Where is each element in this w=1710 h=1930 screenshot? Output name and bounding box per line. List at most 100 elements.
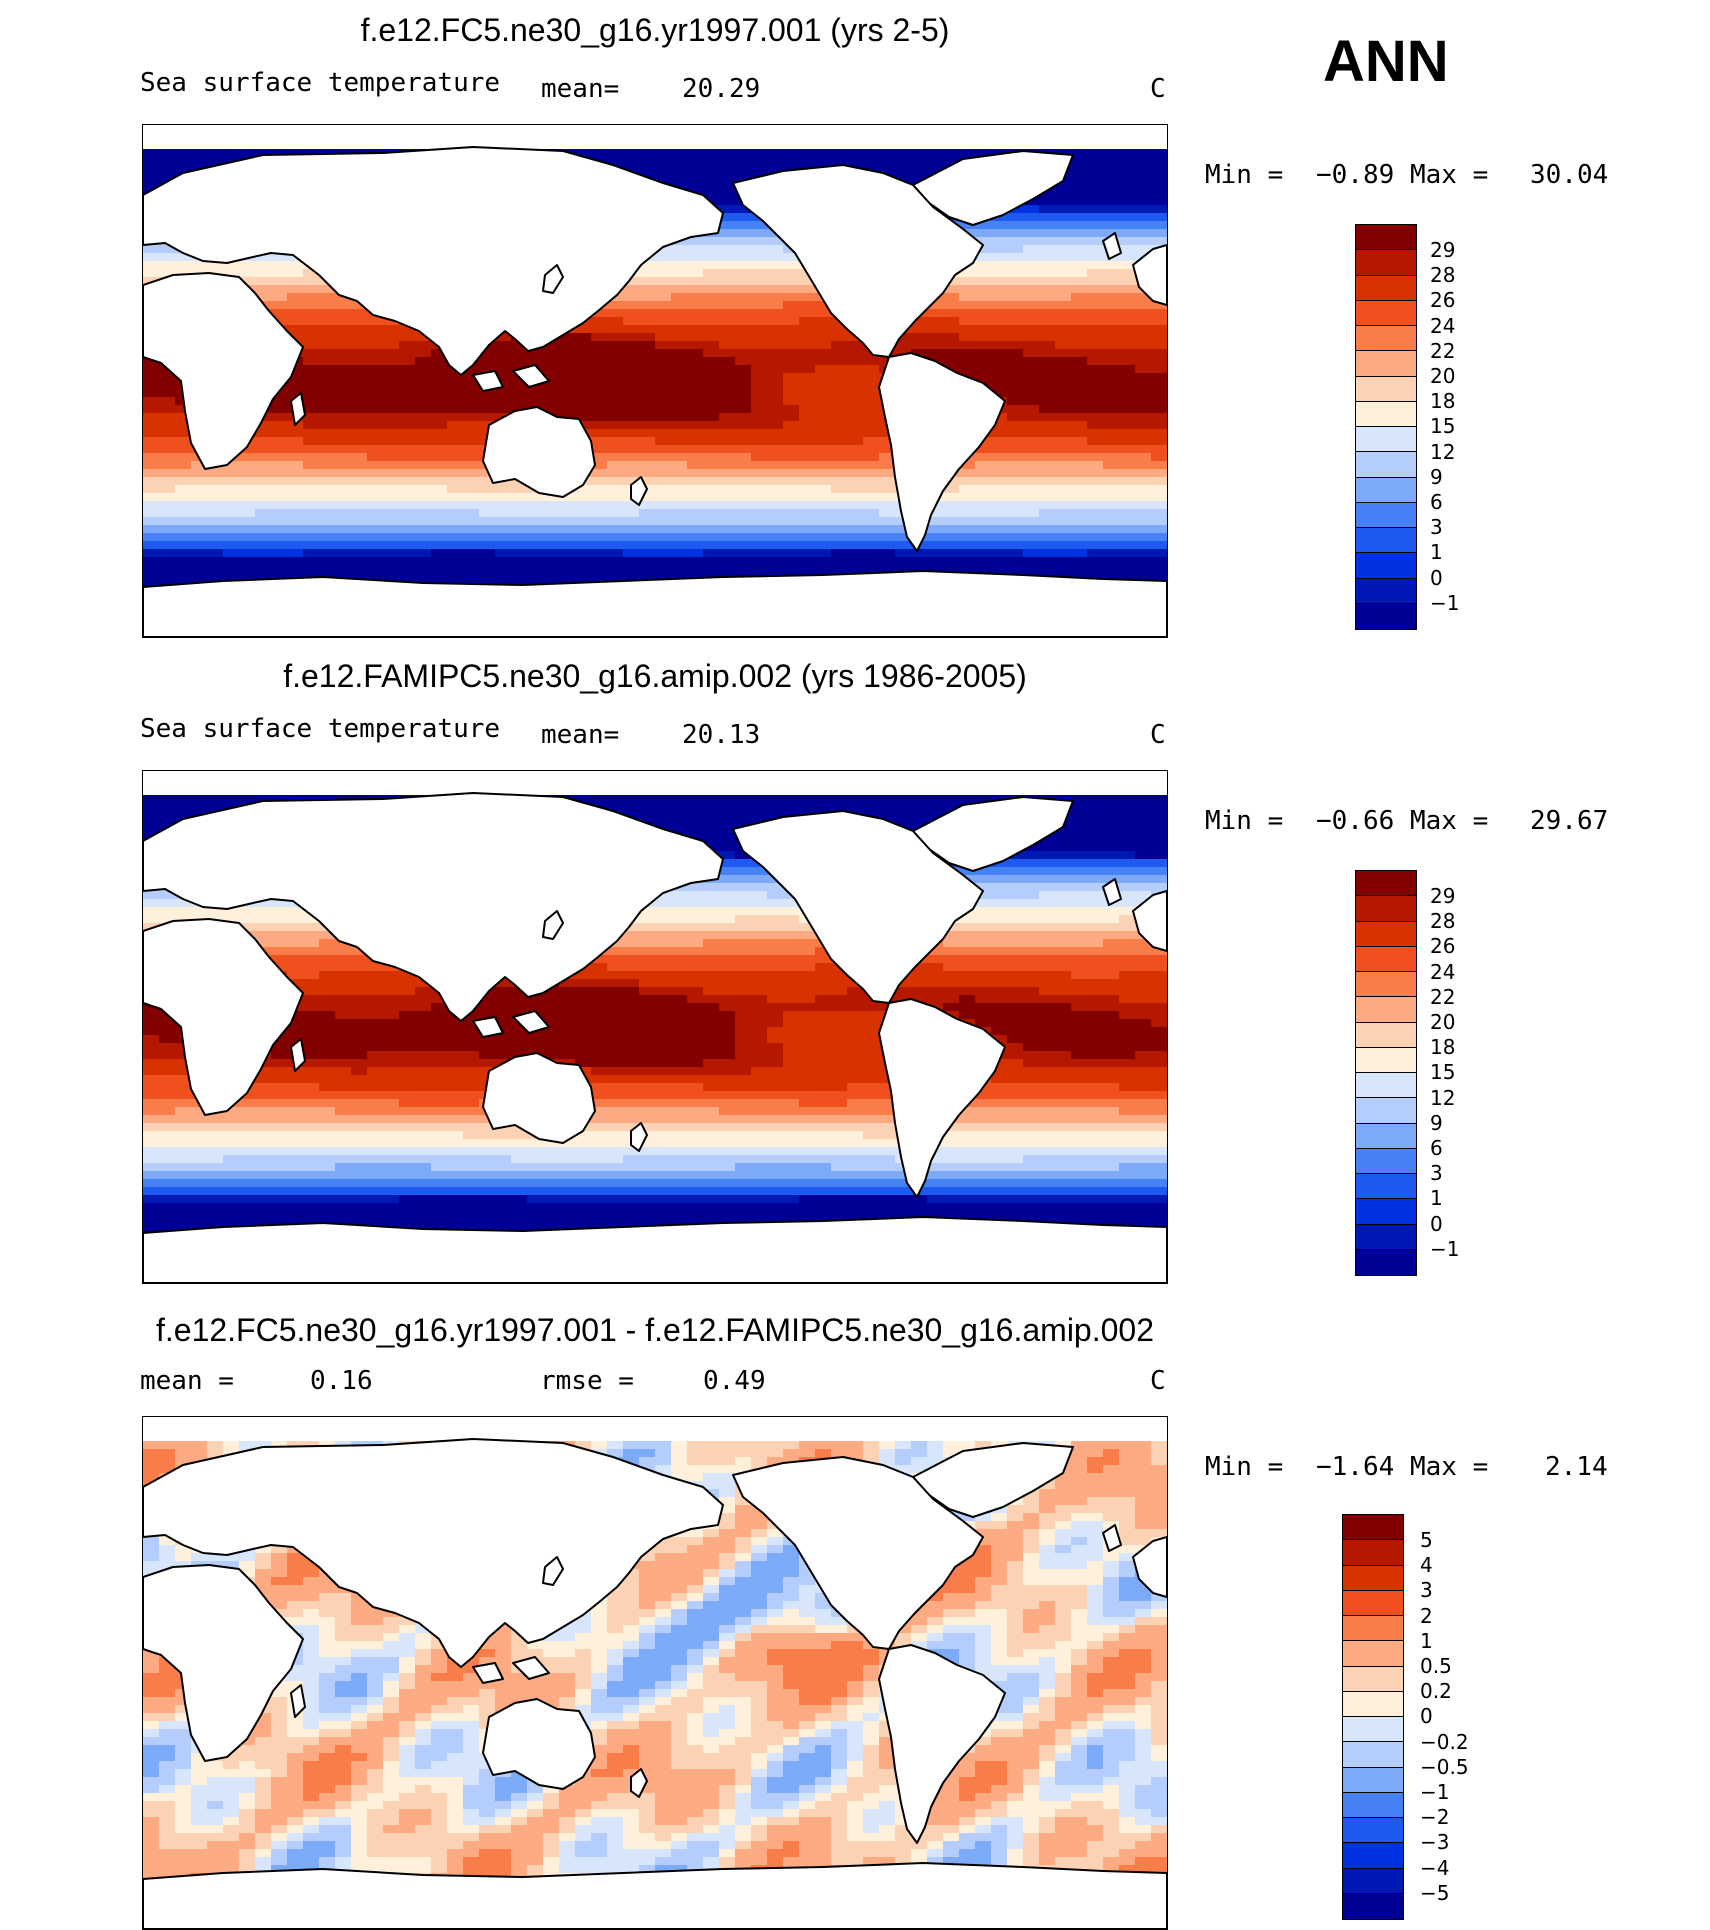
colorbar-segment bbox=[1343, 1717, 1403, 1742]
panel2-min-label: Min = bbox=[1205, 806, 1283, 836]
colorbar-segment bbox=[1356, 478, 1416, 503]
colorbar-tick-label: 9 bbox=[1430, 465, 1443, 489]
panel3-mean-value: 0.16 bbox=[310, 1366, 373, 1396]
colorbar-tick-label: 1 bbox=[1430, 540, 1443, 564]
colorbar-segment bbox=[1356, 972, 1416, 997]
colorbar-tick-label: 5 bbox=[1420, 1528, 1433, 1552]
colorbar-tick-label: 22 bbox=[1430, 985, 1455, 1009]
panel3-max-value: 2.14 bbox=[1545, 1452, 1608, 1482]
colorbar-tick-label: 2 bbox=[1420, 1604, 1433, 1628]
colorbar-segment bbox=[1356, 1199, 1416, 1224]
colorbar-tick-label: 3 bbox=[1430, 1161, 1443, 1185]
colorbar-segment bbox=[1343, 1566, 1403, 1591]
panel2-mean-value: 20.13 bbox=[682, 720, 760, 750]
colorbar-tick-label: 4 bbox=[1420, 1553, 1433, 1577]
panel1-colorbar bbox=[1355, 224, 1417, 630]
panel3-map bbox=[142, 1416, 1168, 1930]
colorbar-tick-label: 26 bbox=[1430, 288, 1455, 312]
panel1-map-plot bbox=[143, 125, 1167, 637]
colorbar-segment bbox=[1356, 1250, 1416, 1275]
arctic-mask bbox=[143, 1417, 1167, 1441]
colorbar-segment bbox=[1343, 1793, 1403, 1818]
panel2-min-value: −0.66 bbox=[1316, 806, 1394, 836]
colorbar-tick-label: 20 bbox=[1430, 1010, 1455, 1034]
colorbar-tick-label: −0.2 bbox=[1420, 1730, 1469, 1754]
coastline bbox=[143, 1863, 1167, 1929]
panel1-max-label: Max = bbox=[1410, 160, 1488, 190]
panel3-min-label: Min = bbox=[1205, 1452, 1283, 1482]
colorbar-tick-label: 9 bbox=[1430, 1111, 1443, 1135]
panel1-map bbox=[142, 124, 1168, 638]
panel3-rmse-value: 0.49 bbox=[703, 1366, 766, 1396]
colorbar-tick-label: −1 bbox=[1430, 591, 1459, 615]
colorbar-segment bbox=[1356, 250, 1416, 275]
colorbar-tick-label: 0 bbox=[1430, 1212, 1443, 1236]
panel1-variable-label: Sea surface temperature bbox=[140, 68, 500, 98]
panel2-variable-label: Sea surface temperature bbox=[140, 714, 500, 744]
panel2-mean-label: mean= bbox=[541, 720, 619, 750]
colorbar-tick-label: 29 bbox=[1430, 238, 1455, 262]
colorbar-tick-label: 0 bbox=[1430, 566, 1443, 590]
colorbar-segment bbox=[1356, 1098, 1416, 1123]
panel2-title: f.e12.FAMIPC5.ne30_g16.amip.002 (yrs 198… bbox=[283, 658, 1027, 695]
colorbar-segment bbox=[1356, 604, 1416, 629]
panel1-title: f.e12.FC5.ne30_g16.yr1997.001 (yrs 2-5) bbox=[361, 12, 950, 49]
colorbar-tick-label: 15 bbox=[1430, 1060, 1455, 1084]
colorbar-segment bbox=[1343, 1692, 1403, 1717]
colorbar-segment bbox=[1356, 528, 1416, 553]
colorbar-tick-label: 1 bbox=[1420, 1629, 1433, 1653]
colorbar-segment bbox=[1356, 1073, 1416, 1098]
panel2-colorbar bbox=[1355, 870, 1417, 1276]
panel1-mean-label: mean= bbox=[541, 74, 619, 104]
panel3-title: f.e12.FC5.ne30_g16.yr1997.001 - f.e12.FA… bbox=[156, 1312, 1154, 1349]
panel1-max-value: 30.04 bbox=[1530, 160, 1608, 190]
colorbar-tick-label: 24 bbox=[1430, 314, 1455, 338]
colorbar-tick-label: 3 bbox=[1420, 1578, 1433, 1602]
colorbar-segment bbox=[1356, 1124, 1416, 1149]
colorbar-segment bbox=[1356, 1023, 1416, 1048]
colorbar-tick-label: 6 bbox=[1430, 490, 1443, 514]
panel3-colorbar bbox=[1342, 1514, 1404, 1920]
colorbar-tick-label: −1 bbox=[1420, 1780, 1449, 1804]
colorbar-tick-label: 15 bbox=[1430, 414, 1455, 438]
colorbar-tick-label: 12 bbox=[1430, 1086, 1455, 1110]
colorbar-tick-label: −2 bbox=[1420, 1805, 1449, 1829]
colorbar-segment bbox=[1356, 427, 1416, 452]
colorbar-segment bbox=[1356, 402, 1416, 427]
colorbar-tick-label: 0.2 bbox=[1420, 1679, 1452, 1703]
colorbar-tick-label: 3 bbox=[1430, 515, 1443, 539]
colorbar-segment bbox=[1343, 1540, 1403, 1565]
coastline bbox=[143, 571, 1167, 637]
colorbar-segment bbox=[1343, 1843, 1403, 1868]
colorbar-tick-label: −3 bbox=[1420, 1830, 1449, 1854]
colorbar-segment bbox=[1356, 871, 1416, 896]
panel3-map-plot bbox=[143, 1417, 1167, 1929]
colorbar-segment bbox=[1343, 1818, 1403, 1843]
panel3-mean-label: mean = bbox=[140, 1366, 234, 1396]
colorbar-segment bbox=[1356, 553, 1416, 578]
panel3-max-label: Max = bbox=[1410, 1452, 1488, 1482]
colorbar-segment bbox=[1356, 1174, 1416, 1199]
panel3-min-value: −1.64 bbox=[1316, 1452, 1394, 1482]
colorbar-tick-label: 6 bbox=[1430, 1136, 1443, 1160]
panel2-units: C bbox=[1150, 720, 1166, 750]
colorbar-segment bbox=[1343, 1869, 1403, 1894]
colorbar-segment bbox=[1356, 896, 1416, 921]
colorbar-segment bbox=[1343, 1641, 1403, 1666]
colorbar-tick-label: 18 bbox=[1430, 1035, 1455, 1059]
panel1-units: C bbox=[1150, 74, 1166, 104]
colorbar-segment bbox=[1356, 452, 1416, 477]
colorbar-segment bbox=[1356, 1048, 1416, 1073]
panel1-mean-value: 20.29 bbox=[682, 74, 760, 104]
colorbar-segment bbox=[1343, 1894, 1403, 1919]
colorbar-tick-label: −4 bbox=[1420, 1856, 1449, 1880]
colorbar-tick-label: 26 bbox=[1430, 934, 1455, 958]
colorbar-segment bbox=[1343, 1591, 1403, 1616]
colorbar-segment bbox=[1356, 326, 1416, 351]
colorbar-segment bbox=[1343, 1768, 1403, 1793]
coastline bbox=[143, 1217, 1167, 1283]
arctic-mask bbox=[143, 771, 1167, 795]
colorbar-segment bbox=[1343, 1616, 1403, 1641]
colorbar-tick-label: 0.5 bbox=[1420, 1654, 1452, 1678]
panel1-min-value: −0.89 bbox=[1316, 160, 1394, 190]
